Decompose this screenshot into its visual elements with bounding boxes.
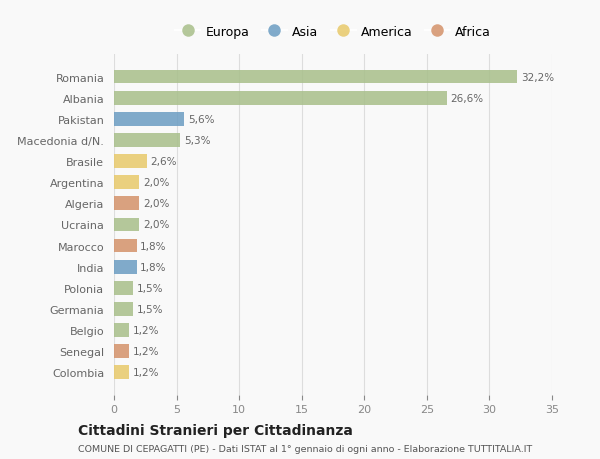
Bar <box>114 71 517 84</box>
Bar <box>114 239 137 253</box>
Text: 1,8%: 1,8% <box>140 241 167 251</box>
Text: Cittadini Stranieri per Cittadinanza: Cittadini Stranieri per Cittadinanza <box>78 423 353 437</box>
Bar <box>114 324 129 337</box>
Text: 26,6%: 26,6% <box>451 94 484 103</box>
Text: 2,6%: 2,6% <box>150 157 177 167</box>
Text: COMUNE DI CEPAGATTI (PE) - Dati ISTAT al 1° gennaio di ogni anno - Elaborazione : COMUNE DI CEPAGATTI (PE) - Dati ISTAT al… <box>78 444 532 453</box>
Bar <box>114 218 139 232</box>
Text: 1,8%: 1,8% <box>140 262 167 272</box>
Bar <box>114 112 184 126</box>
Bar <box>114 302 133 316</box>
Bar <box>114 260 137 274</box>
Text: 1,2%: 1,2% <box>133 325 159 335</box>
Bar <box>114 281 133 295</box>
Text: 5,3%: 5,3% <box>184 135 211 146</box>
Bar <box>114 155 146 168</box>
Bar <box>114 92 447 105</box>
Text: 2,0%: 2,0% <box>143 178 169 188</box>
Bar <box>114 176 139 190</box>
Text: 5,6%: 5,6% <box>188 115 214 124</box>
Bar <box>114 134 181 147</box>
Legend: Europa, Asia, America, Africa: Europa, Asia, America, Africa <box>170 21 496 44</box>
Bar <box>114 197 139 211</box>
Text: 2,0%: 2,0% <box>143 199 169 209</box>
Text: 1,5%: 1,5% <box>137 304 163 314</box>
Bar <box>114 366 129 379</box>
Text: 1,2%: 1,2% <box>133 368 159 377</box>
Bar <box>114 345 129 358</box>
Text: 1,2%: 1,2% <box>133 347 159 356</box>
Text: 1,5%: 1,5% <box>137 283 163 293</box>
Text: 2,0%: 2,0% <box>143 220 169 230</box>
Text: 32,2%: 32,2% <box>521 73 554 82</box>
